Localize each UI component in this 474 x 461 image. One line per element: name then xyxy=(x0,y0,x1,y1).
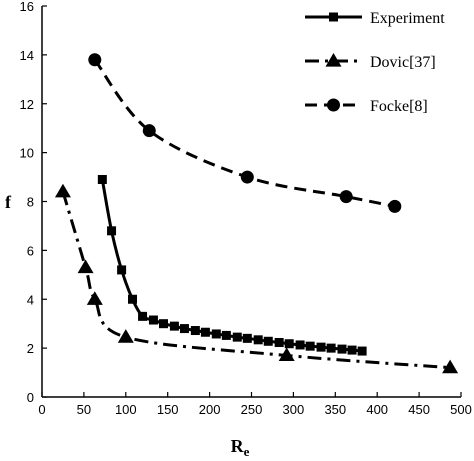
x-axis-title-sub: e xyxy=(244,444,250,459)
y-tick-label: 10 xyxy=(20,146,34,161)
y-tick-label: 16 xyxy=(20,0,34,14)
x-tick-label: 200 xyxy=(199,402,221,417)
data-point-square xyxy=(357,346,367,356)
data-point-square xyxy=(200,327,210,337)
series-0 xyxy=(97,175,367,356)
data-point-triangle xyxy=(117,329,134,343)
data-point-square xyxy=(337,344,347,354)
data-point-square xyxy=(221,330,231,340)
data-point-triangle xyxy=(325,53,342,67)
data-point-circle xyxy=(240,170,254,184)
data-point-triangle xyxy=(86,291,103,305)
data-point-circle xyxy=(88,53,102,67)
x-axis-title: Re xyxy=(231,436,250,459)
y-tick-label: 12 xyxy=(20,97,34,112)
data-point-square xyxy=(211,329,221,339)
legend-entry: Dovic[37] xyxy=(305,53,436,71)
data-point-square xyxy=(138,311,148,321)
data-point-square xyxy=(347,345,357,355)
data-point-square xyxy=(169,321,179,331)
data-point-circle xyxy=(339,190,353,204)
legend: Experiment Dovic[37] Focke[8] xyxy=(305,10,445,115)
data-point-square xyxy=(329,12,338,22)
x-tick-label: 400 xyxy=(366,402,388,417)
legend-entry: Experiment xyxy=(305,10,445,27)
series-2 xyxy=(88,53,402,213)
data-point-triangle xyxy=(442,359,459,374)
y-tick-label: 6 xyxy=(27,243,34,258)
data-point-triangle xyxy=(77,259,94,274)
data-point-circle xyxy=(327,98,340,112)
data-point-square xyxy=(107,226,117,236)
data-point-triangle xyxy=(278,347,295,362)
data-point-square xyxy=(305,341,315,351)
series-1 xyxy=(54,183,459,374)
data-point-square xyxy=(242,333,252,343)
legend-label: Focke[8] xyxy=(370,98,428,115)
y-ticks: 0 2 4 6 8 10 12 14 16 xyxy=(20,0,47,405)
data-point-square xyxy=(190,326,200,336)
x-tick-label: 450 xyxy=(408,402,430,417)
x-tick-label: 0 xyxy=(38,402,45,417)
x-tick-label: 150 xyxy=(157,402,179,417)
x-tick-label: 500 xyxy=(450,402,472,417)
y-tick-label: 14 xyxy=(20,48,34,63)
data-point-square xyxy=(284,339,294,349)
x-axis-title-main: R xyxy=(231,436,245,456)
legend-entry: Focke[8] xyxy=(305,98,428,115)
legend-label: Experiment xyxy=(370,10,445,27)
data-point-square xyxy=(295,340,305,350)
data-point-square xyxy=(263,336,273,346)
data-point-square xyxy=(326,343,336,353)
data-point-square xyxy=(148,315,158,325)
data-point-square xyxy=(97,175,107,185)
y-tick-label: 4 xyxy=(27,292,34,307)
x-tick-label: 350 xyxy=(324,402,346,417)
data-point-square xyxy=(232,332,242,342)
data-point-circle xyxy=(142,124,156,138)
y-tick-label: 2 xyxy=(27,341,34,356)
data-point-square xyxy=(159,319,169,329)
y-axis-title: f xyxy=(5,192,12,212)
x-tick-label: 50 xyxy=(77,402,91,417)
y-tick-label: 8 xyxy=(27,195,34,210)
x-tick-label: 250 xyxy=(241,402,263,417)
x-tick-label: 100 xyxy=(115,402,137,417)
legend-label: Dovic[37] xyxy=(370,54,436,71)
y-tick-label: 0 xyxy=(27,390,34,405)
data-point-square xyxy=(253,335,263,345)
data-point-square xyxy=(179,324,189,334)
series-line xyxy=(100,179,363,353)
data-point-square xyxy=(128,294,138,304)
x-tick-label: 300 xyxy=(283,402,305,417)
data-point-circle xyxy=(388,199,402,213)
series-layer xyxy=(54,53,459,374)
data-point-square xyxy=(316,342,326,352)
data-point-square xyxy=(117,265,127,275)
x-ticks: 0 50 100 150 200 250 300 350 400 450 500 xyxy=(38,392,472,417)
data-point-square xyxy=(274,338,284,348)
data-point-triangle xyxy=(54,183,71,198)
series-line xyxy=(93,58,396,208)
